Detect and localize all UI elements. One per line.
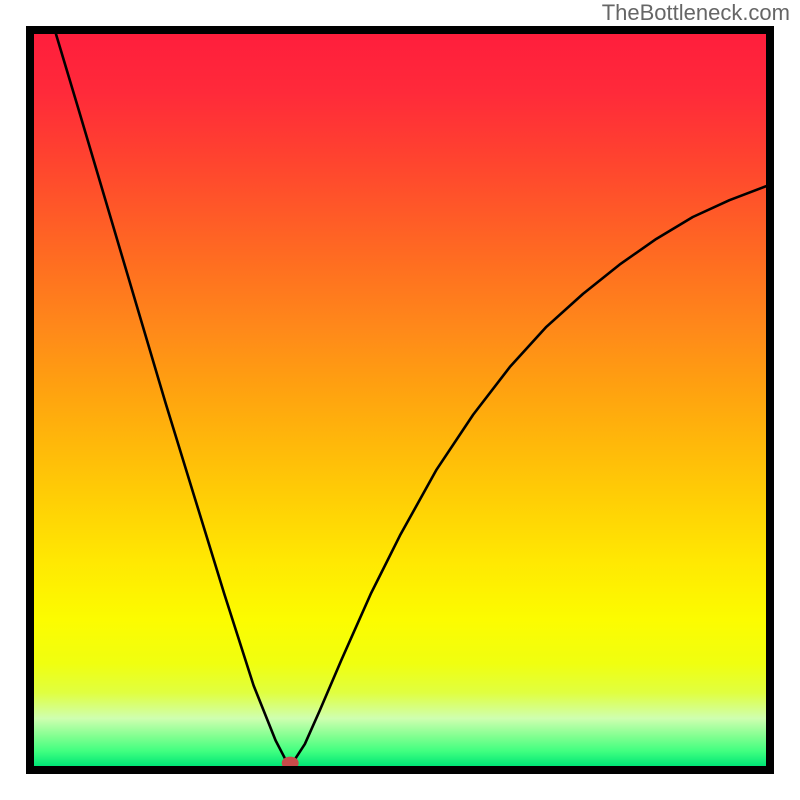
gradient-background <box>34 34 766 766</box>
root-container: TheBottleneck.com <box>0 0 800 800</box>
chart-frame <box>26 26 774 774</box>
plot-svg <box>34 34 766 766</box>
plot-area <box>34 34 766 766</box>
optimal-point-marker <box>282 757 298 766</box>
watermark-text: TheBottleneck.com <box>602 0 790 26</box>
